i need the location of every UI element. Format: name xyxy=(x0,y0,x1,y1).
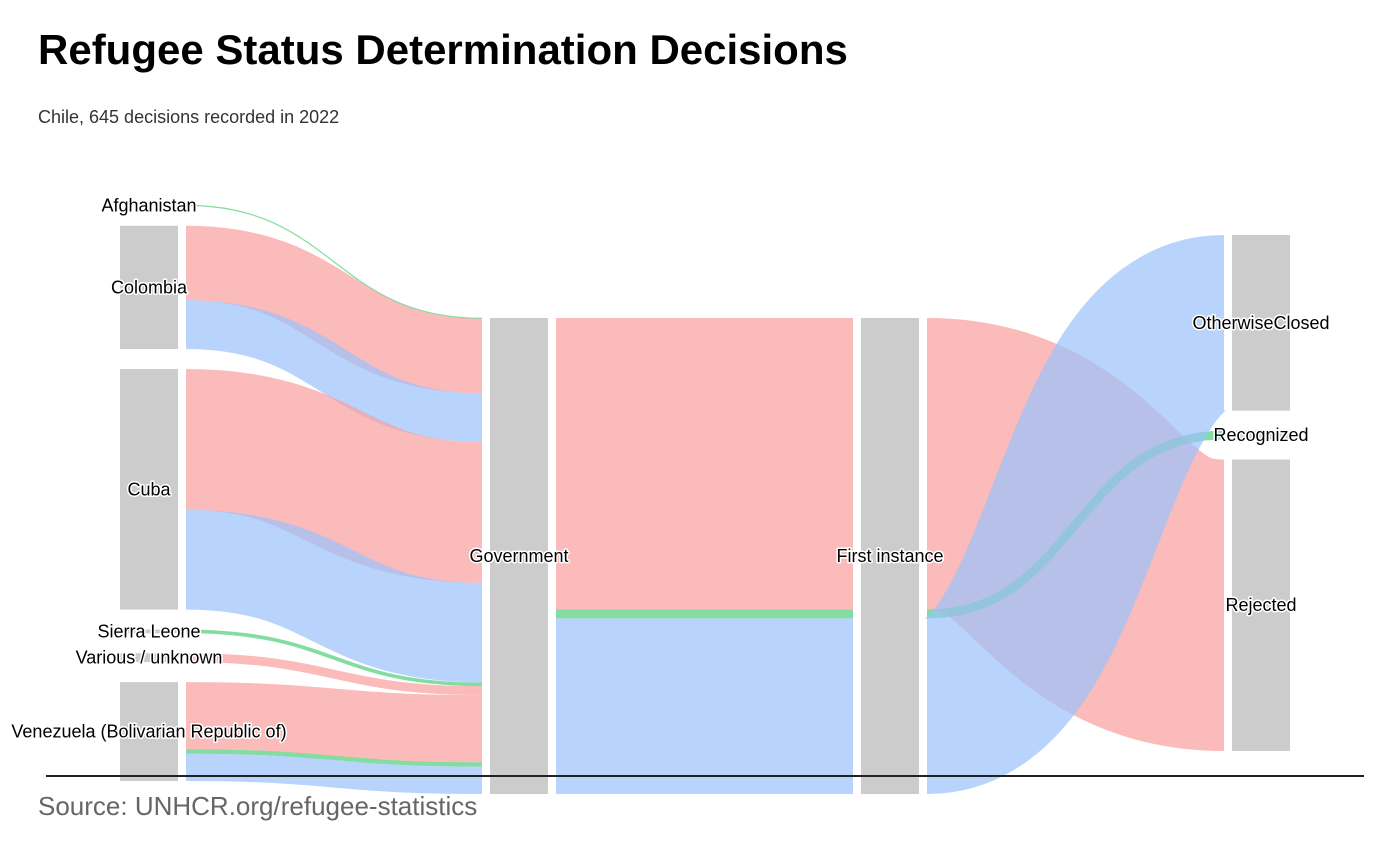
label-otherwiseclosed: OtherwiseClosed xyxy=(1192,313,1329,333)
link-various-unknown-to-government-rejected xyxy=(185,653,483,696)
chart-subtitle: Chile, 645 decisions recorded in 2022 xyxy=(38,107,340,127)
label-venezuela: Venezuela (Bolivarian Republic of) xyxy=(11,722,286,742)
node-rejected xyxy=(1232,459,1290,751)
link-colombia-to-government-rejected xyxy=(185,225,483,394)
link-sierra-leone-to-government-recognized xyxy=(185,629,483,687)
link-cuba-to-government-rejected xyxy=(184,368,484,583)
node-otherwiseclosed xyxy=(1232,235,1290,411)
label-various-unknown: Various / unknown xyxy=(76,648,223,668)
link-colombia-to-government-otherwiseclosed xyxy=(185,300,483,442)
label-afghanistan: Afghanistan xyxy=(101,195,196,215)
node-sierra-leone xyxy=(120,629,178,634)
label-recognized: Recognized xyxy=(1213,425,1308,445)
link-afghanistan-to-government-recognized xyxy=(185,204,483,319)
node-cuba xyxy=(120,368,178,610)
node-venezuela xyxy=(120,682,178,781)
label-first-instance: First instance xyxy=(836,546,943,566)
link-venezuela-to-government-recognized xyxy=(185,749,483,767)
link-cuba-to-government-otherwiseclosed xyxy=(185,509,483,683)
footer-rule xyxy=(46,775,1364,777)
node-government xyxy=(490,318,548,794)
label-colombia: Colombia xyxy=(111,277,188,297)
label-rejected: Rejected xyxy=(1225,595,1296,615)
source-note: Source: UNHCR.org/refugee-statistics xyxy=(38,791,478,821)
link-venezuela-to-government-otherwiseclosed xyxy=(185,753,483,794)
node-recognized xyxy=(1232,430,1290,440)
link-first-instance-to-otherwiseclosed-otherwiseclosed xyxy=(917,235,1234,794)
node-first-instance xyxy=(861,318,919,794)
label-government: Government xyxy=(469,546,568,566)
label-sierra-leone: Sierra Leone xyxy=(97,621,200,641)
link-venezuela-to-government-rejected xyxy=(185,682,483,763)
labels-layer: Afghanistan Colombia Cuba Sierra Leone Vario… xyxy=(10,194,1331,743)
node-various-unknown xyxy=(120,653,178,663)
links-layer xyxy=(184,204,1234,794)
node-colombia xyxy=(120,225,178,349)
nodes-layer xyxy=(120,225,1290,794)
label-cuba: Cuba xyxy=(127,479,171,499)
chart-title: Refugee Status Determination Decisions xyxy=(38,26,848,73)
